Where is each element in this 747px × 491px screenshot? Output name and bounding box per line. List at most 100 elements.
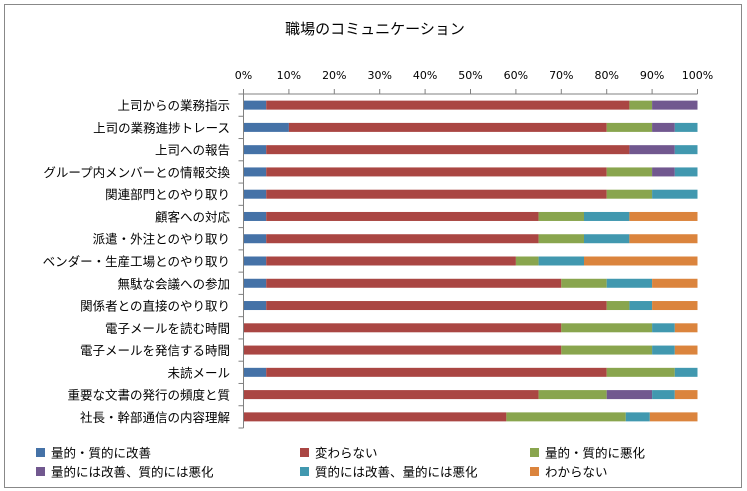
x-tick-label: 30% [367, 69, 391, 82]
chart-border [4, 4, 742, 488]
bar-segment [652, 345, 675, 355]
bar-segment [243, 145, 267, 155]
bar-segment [243, 211, 267, 221]
category-label: 電子メールを発信する時間 [80, 343, 230, 358]
bar-segment [674, 122, 698, 132]
bar-segment [243, 367, 267, 377]
chart-title: 職場のコミュニケーション [285, 20, 465, 38]
bar-segment [561, 323, 653, 333]
legend-label: 質的には改善、量的には悪化 [315, 465, 478, 480]
bar-segment [584, 211, 630, 221]
legend-label: 量的・質的に悪化 [545, 446, 646, 461]
bar-segment [243, 167, 267, 177]
legend-swatch [530, 448, 539, 457]
bar-segment [243, 323, 562, 333]
category-label: ベンダー・生産工場とのやり取り [43, 254, 230, 269]
bar-segment [538, 211, 584, 221]
bar-segment [652, 100, 698, 110]
x-tick-label: 0% [235, 69, 252, 82]
bar-segment [584, 234, 630, 244]
bar-segment [266, 100, 630, 110]
bar-segment [606, 390, 653, 400]
category-label: 関係者との直接のやり取り [80, 299, 230, 314]
bar-segment [606, 189, 653, 199]
bar-segment [674, 167, 698, 177]
category-label: 上司への報告 [155, 143, 230, 158]
bar-segment [538, 256, 584, 266]
bar-segment [266, 234, 539, 244]
x-tick-label: 20% [322, 69, 346, 82]
bar-segment [629, 211, 698, 221]
legend-swatch [300, 467, 309, 476]
bar-segment [629, 234, 698, 244]
x-tick-label: 80% [594, 69, 618, 82]
bar-segment [629, 301, 653, 311]
bar-segment [266, 256, 516, 266]
x-tick-label: 40% [413, 69, 437, 82]
bar-segment [584, 256, 698, 266]
bar-segment [515, 256, 539, 266]
bar-segment [243, 100, 267, 110]
bar-segment [649, 412, 698, 422]
bar-segment [243, 256, 267, 266]
bar-segment [652, 167, 675, 177]
bar-segment [629, 100, 653, 110]
bar-segment [674, 323, 698, 333]
legend-label: 量的には改善、質的には悪化 [51, 465, 214, 480]
bar-segment [652, 301, 698, 311]
category-label: 上司の業務進捗トレース [93, 120, 230, 135]
bar-segment [606, 367, 675, 377]
category-label: 派遣・外注とのやり取り [93, 232, 230, 247]
bar-segment [561, 278, 607, 288]
bar-segment [506, 412, 626, 422]
category-label: 顧客への対応 [155, 209, 231, 224]
category-label: 社長・幹部通信の内容理解 [80, 410, 230, 425]
bar-segment [652, 189, 698, 199]
bar-segment [674, 367, 698, 377]
category-label: 未読メール [167, 365, 230, 380]
category-label: 上司からの業務指示 [117, 98, 230, 113]
bar-segment [266, 367, 607, 377]
legend-swatch [530, 467, 539, 476]
category-label: グループ内メンバーとの情報交換 [43, 165, 230, 180]
legend-swatch [36, 467, 45, 476]
bar-segment [606, 122, 653, 132]
bar-segment [243, 345, 562, 355]
bar-segment [625, 412, 650, 422]
x-tick-label: 90% [640, 69, 664, 82]
bar-segment [266, 189, 607, 199]
bar-segment [266, 278, 562, 288]
x-tick-label: 100% [682, 69, 713, 82]
x-tick-label: 70% [549, 69, 573, 82]
category-label: 関連部門とのやり取り [105, 187, 230, 202]
bar-segment [652, 278, 698, 288]
bar-segment [606, 278, 653, 288]
category-label: 電子メールを読む時間 [105, 321, 230, 336]
legend-swatch [36, 448, 45, 457]
bar-segment [538, 234, 584, 244]
bar-segment [606, 301, 630, 311]
bar-segment [538, 390, 607, 400]
bar-segment [652, 122, 675, 132]
bar-segment [561, 345, 653, 355]
bar-segment [266, 211, 539, 221]
bar-segment [674, 345, 698, 355]
bar-segment [266, 145, 630, 155]
bar-segment [243, 189, 267, 199]
bar-segment [674, 145, 698, 155]
legend-label: わからない [545, 465, 608, 480]
bar-segment [243, 412, 507, 422]
category-label: 重要な文書の発行の頻度と質 [67, 388, 230, 403]
bar-segment [243, 390, 539, 400]
x-tick-label: 60% [504, 69, 528, 82]
bar-segment [652, 390, 675, 400]
bar-segment [674, 390, 698, 400]
bar-segment [243, 278, 267, 288]
legend-label: 量的・質的に改善 [51, 446, 151, 461]
bar-segment [243, 301, 267, 311]
bar-segment [606, 167, 653, 177]
legend-label: 変わらない [315, 446, 378, 461]
legend-swatch [300, 448, 309, 457]
x-tick-label: 50% [458, 69, 482, 82]
